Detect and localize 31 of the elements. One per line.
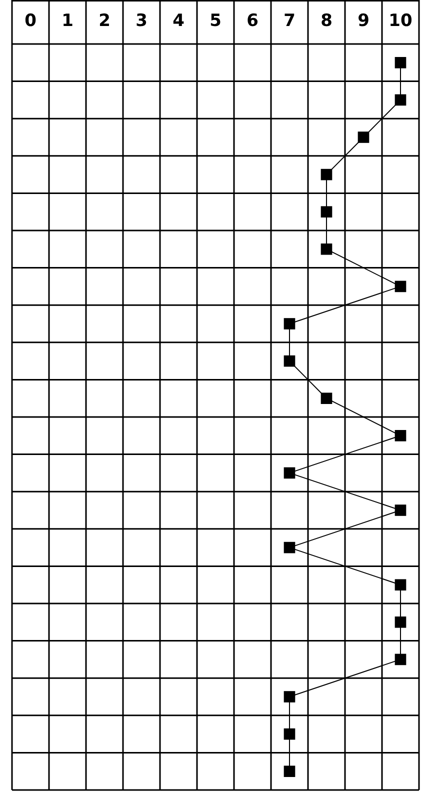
point [394,94,406,106]
point [320,168,332,180]
x-tick-label: 8 [320,11,332,32]
point [284,355,296,367]
point [284,467,296,479]
x-tick-label: 9 [358,11,370,32]
point [394,654,406,666]
x-tick-label: 4 [172,11,185,32]
point [394,504,406,516]
point [284,542,296,554]
x-tick-label: 0 [24,11,37,32]
point [284,766,296,778]
point [394,579,406,591]
point [394,280,406,292]
point [284,691,296,702]
x-tick-label: 1 [62,11,74,32]
point [320,243,332,255]
x-tick-label: 2 [98,11,110,32]
point [320,392,332,404]
point [284,728,296,740]
x-tick-label: 5 [210,11,222,32]
point [320,206,332,218]
point [358,132,370,143]
point [394,430,406,442]
point [284,318,296,330]
x-tick-label: 3 [136,11,148,32]
x-tick-label: 10 [388,11,412,32]
x-tick-label: 7 [284,11,296,32]
point [394,616,406,628]
x-tick-label: 6 [246,11,258,32]
point [394,56,406,68]
